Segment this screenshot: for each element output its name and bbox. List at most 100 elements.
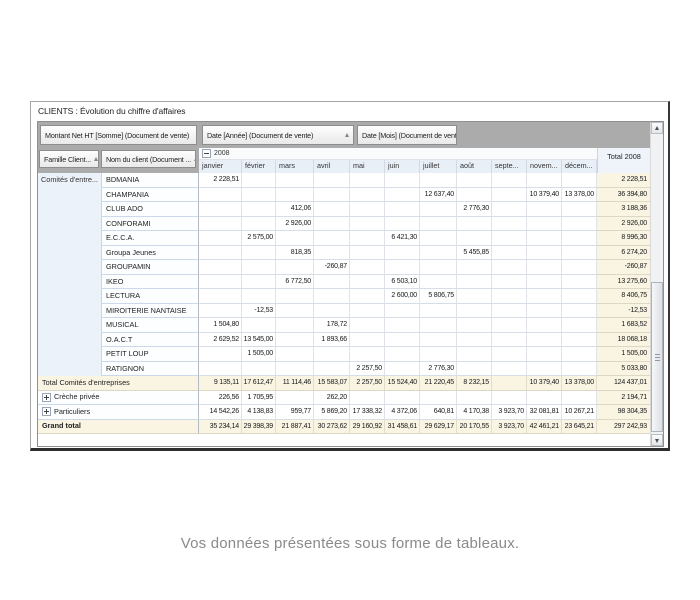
value-cell[interactable] xyxy=(314,274,350,289)
value-cell[interactable] xyxy=(385,173,420,188)
value-cell[interactable] xyxy=(276,260,314,275)
value-cell[interactable] xyxy=(242,245,276,260)
value-cell[interactable] xyxy=(350,260,385,275)
row-label[interactable]: LECTURA xyxy=(102,289,199,304)
value-cell[interactable]: 8 232,15 xyxy=(457,376,492,391)
value-cell[interactable] xyxy=(562,347,597,362)
value-cell[interactable] xyxy=(420,390,457,405)
row-total-cell[interactable]: 1 683,52 xyxy=(597,318,650,333)
value-cell[interactable] xyxy=(242,274,276,289)
value-cell[interactable] xyxy=(492,245,527,260)
value-cell[interactable] xyxy=(276,390,314,405)
value-cell[interactable]: -12,53 xyxy=(242,303,276,318)
value-cell[interactable] xyxy=(242,361,276,376)
value-cell[interactable] xyxy=(457,173,492,188)
value-cell[interactable]: 412,06 xyxy=(276,202,314,217)
value-cell[interactable]: 42 461,21 xyxy=(527,419,562,434)
row-total-cell[interactable]: 297 242,93 xyxy=(597,419,650,434)
row-label[interactable]: CLUB ADO xyxy=(102,202,199,217)
data-field-button[interactable]: Montant Net HT [Somme] (Document de vent… xyxy=(40,125,197,145)
value-cell[interactable] xyxy=(276,303,314,318)
value-cell[interactable] xyxy=(314,347,350,362)
value-cell[interactable]: 31 458,61 xyxy=(385,419,420,434)
value-cell[interactable]: 2 257,50 xyxy=(350,376,385,391)
column-header[interactable]: mai xyxy=(350,160,385,173)
value-cell[interactable] xyxy=(492,216,527,231)
value-cell[interactable]: 3 923,70 xyxy=(492,405,527,420)
value-cell[interactable]: 6 421,30 xyxy=(385,231,420,246)
value-cell[interactable] xyxy=(527,202,562,217)
value-cell[interactable] xyxy=(420,245,457,260)
value-cell[interactable] xyxy=(350,187,385,202)
row-total-cell[interactable]: 8 406,75 xyxy=(597,289,650,304)
value-cell[interactable]: 20 170,55 xyxy=(457,419,492,434)
value-cell[interactable] xyxy=(350,245,385,260)
value-cell[interactable]: 12 637,40 xyxy=(420,187,457,202)
value-cell[interactable]: 178,72 xyxy=(314,318,350,333)
value-cell[interactable] xyxy=(242,202,276,217)
value-cell[interactable] xyxy=(420,202,457,217)
row-label[interactable]: RATIGNON xyxy=(102,361,199,376)
year-group-header[interactable]: 2008 xyxy=(199,148,597,160)
value-cell[interactable] xyxy=(242,216,276,231)
value-cell[interactable] xyxy=(276,318,314,333)
row-label[interactable]: CONFORAMI xyxy=(102,216,199,231)
row-total-cell[interactable]: 1 505,00 xyxy=(597,347,650,362)
row-total-cell[interactable]: 2 926,00 xyxy=(597,216,650,231)
value-cell[interactable] xyxy=(457,216,492,231)
value-cell[interactable] xyxy=(420,332,457,347)
expand-icon[interactable] xyxy=(42,407,51,417)
value-cell[interactable]: 2 257,50 xyxy=(350,361,385,376)
value-cell[interactable]: 10 267,21 xyxy=(562,405,597,420)
value-cell[interactable] xyxy=(420,303,457,318)
value-cell[interactable] xyxy=(492,390,527,405)
value-cell[interactable] xyxy=(492,231,527,246)
value-cell[interactable]: 13 378,00 xyxy=(562,376,597,391)
value-cell[interactable] xyxy=(527,289,562,304)
column-header[interactable]: septe... xyxy=(492,160,527,173)
value-cell[interactable]: 10 379,40 xyxy=(527,376,562,391)
value-cell[interactable] xyxy=(350,332,385,347)
value-cell[interactable] xyxy=(492,376,527,391)
row-total-cell[interactable]: 2 194,71 xyxy=(597,390,650,405)
value-cell[interactable] xyxy=(314,231,350,246)
value-cell[interactable] xyxy=(457,347,492,362)
value-cell[interactable] xyxy=(457,390,492,405)
value-cell[interactable] xyxy=(385,245,420,260)
value-cell[interactable]: 15 583,07 xyxy=(314,376,350,391)
value-cell[interactable] xyxy=(199,347,242,362)
row-total-cell[interactable]: 8 996,30 xyxy=(597,231,650,246)
value-cell[interactable] xyxy=(527,231,562,246)
value-cell[interactable] xyxy=(385,347,420,362)
value-cell[interactable] xyxy=(562,202,597,217)
value-cell[interactable]: 6 772,50 xyxy=(276,274,314,289)
row-label[interactable]: Particuliers xyxy=(38,405,199,420)
value-cell[interactable] xyxy=(350,202,385,217)
row-label[interactable]: Groupa Jeunes xyxy=(102,245,199,260)
value-cell[interactable] xyxy=(199,187,242,202)
value-cell[interactable]: 23 645,21 xyxy=(562,419,597,434)
value-cell[interactable] xyxy=(199,303,242,318)
value-cell[interactable]: 2 629,52 xyxy=(199,332,242,347)
row-total-cell[interactable]: -12,53 xyxy=(597,303,650,318)
value-cell[interactable]: 1 504,80 xyxy=(199,318,242,333)
value-cell[interactable] xyxy=(457,231,492,246)
value-cell[interactable] xyxy=(562,289,597,304)
value-cell[interactable]: 1 705,95 xyxy=(242,390,276,405)
vertical-scrollbar[interactable] xyxy=(650,122,663,446)
value-cell[interactable] xyxy=(385,361,420,376)
value-cell[interactable] xyxy=(562,361,597,376)
value-cell[interactable] xyxy=(276,231,314,246)
value-cell[interactable]: 818,35 xyxy=(276,245,314,260)
value-cell[interactable] xyxy=(350,231,385,246)
value-cell[interactable]: 10 379,40 xyxy=(527,187,562,202)
value-cell[interactable] xyxy=(562,173,597,188)
value-cell[interactable] xyxy=(199,216,242,231)
column-header[interactable]: mars xyxy=(276,160,314,173)
column-header[interactable]: juillet xyxy=(420,160,457,173)
value-cell[interactable] xyxy=(420,260,457,275)
scrollbar-up-button[interactable] xyxy=(651,122,663,134)
value-cell[interactable] xyxy=(527,390,562,405)
value-cell[interactable] xyxy=(276,173,314,188)
value-cell[interactable] xyxy=(562,260,597,275)
